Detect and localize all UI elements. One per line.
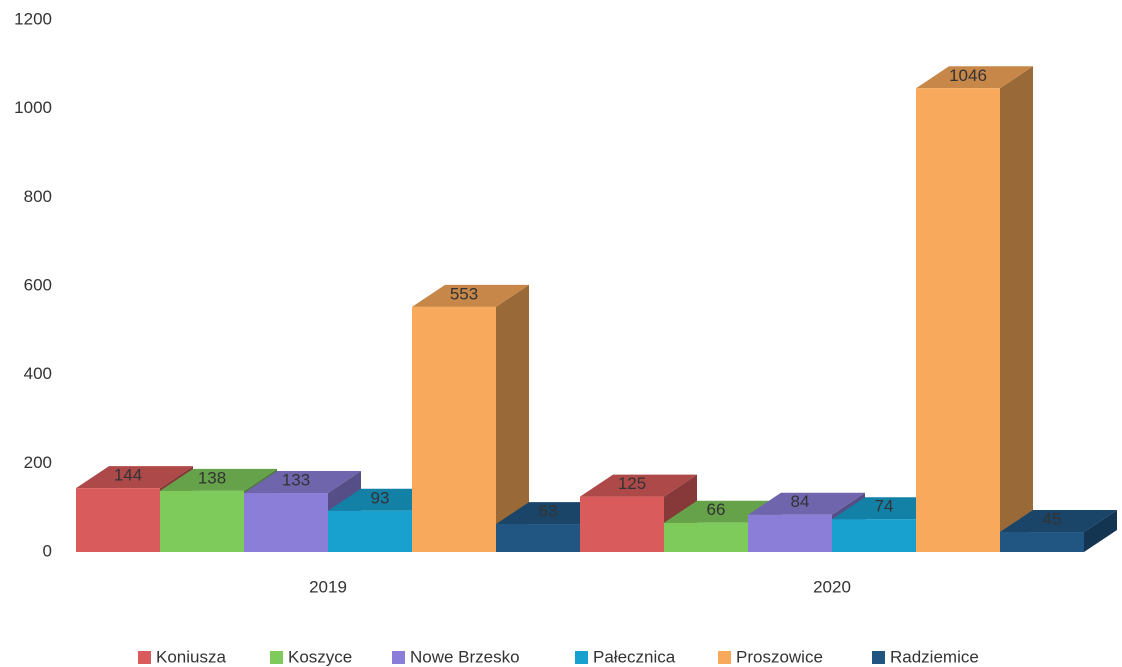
legend-label: Proszowice [736, 647, 823, 666]
data-label: 553 [450, 284, 478, 303]
bar [244, 493, 328, 552]
data-label: 45 [1043, 510, 1062, 529]
x-tick-label: 2020 [813, 577, 851, 596]
data-label: 66 [707, 500, 726, 519]
legend-label: Radziemice [890, 647, 979, 666]
bar [580, 496, 664, 552]
bar [1000, 532, 1084, 552]
bar [160, 490, 244, 552]
bar [916, 88, 1000, 553]
legend-label: Koszyce [288, 647, 352, 666]
legend-swatch [392, 651, 405, 664]
data-label: 63 [539, 502, 558, 521]
bar [412, 306, 496, 552]
data-label: 138 [198, 468, 226, 487]
data-label: 1046 [949, 66, 987, 85]
legend-label: Pałecznica [593, 647, 676, 666]
data-label: 125 [618, 474, 646, 493]
y-tick-label: 400 [24, 364, 52, 383]
x-tick-label: 2019 [309, 577, 347, 596]
y-tick-label: 0 [43, 541, 52, 560]
bar-top [748, 492, 865, 515]
bar-top [580, 474, 697, 497]
bar-top [916, 66, 1033, 89]
bar [76, 488, 160, 552]
bar-top [244, 471, 361, 494]
y-tick-label: 200 [24, 453, 52, 472]
bar [496, 524, 580, 552]
y-tick-label: 1200 [14, 9, 52, 28]
y-tick-label: 600 [24, 275, 52, 294]
bar-top [76, 466, 193, 489]
bar [832, 519, 916, 552]
legend-swatch [138, 651, 151, 664]
bar-side [1084, 510, 1117, 552]
bar-top [1000, 510, 1117, 533]
bar-top [160, 468, 277, 491]
bar-top [412, 284, 529, 307]
bar-side [1000, 66, 1033, 553]
bar [748, 514, 832, 552]
bar-side [496, 284, 529, 552]
legend-swatch [270, 651, 283, 664]
legend-label: Koniusza [156, 647, 226, 666]
legend-label: Nowe Brzesko [410, 647, 520, 666]
y-tick-label: 800 [24, 187, 52, 206]
legend-swatch [575, 651, 588, 664]
data-label: 144 [114, 466, 142, 485]
data-label: 133 [282, 471, 310, 490]
y-tick-label: 1000 [14, 98, 52, 117]
legend-swatch [718, 651, 731, 664]
legend-swatch [872, 651, 885, 664]
data-label: 84 [791, 492, 810, 511]
bar [328, 510, 412, 552]
bar [664, 522, 748, 552]
data-label: 93 [371, 488, 390, 507]
data-label: 74 [875, 497, 894, 516]
